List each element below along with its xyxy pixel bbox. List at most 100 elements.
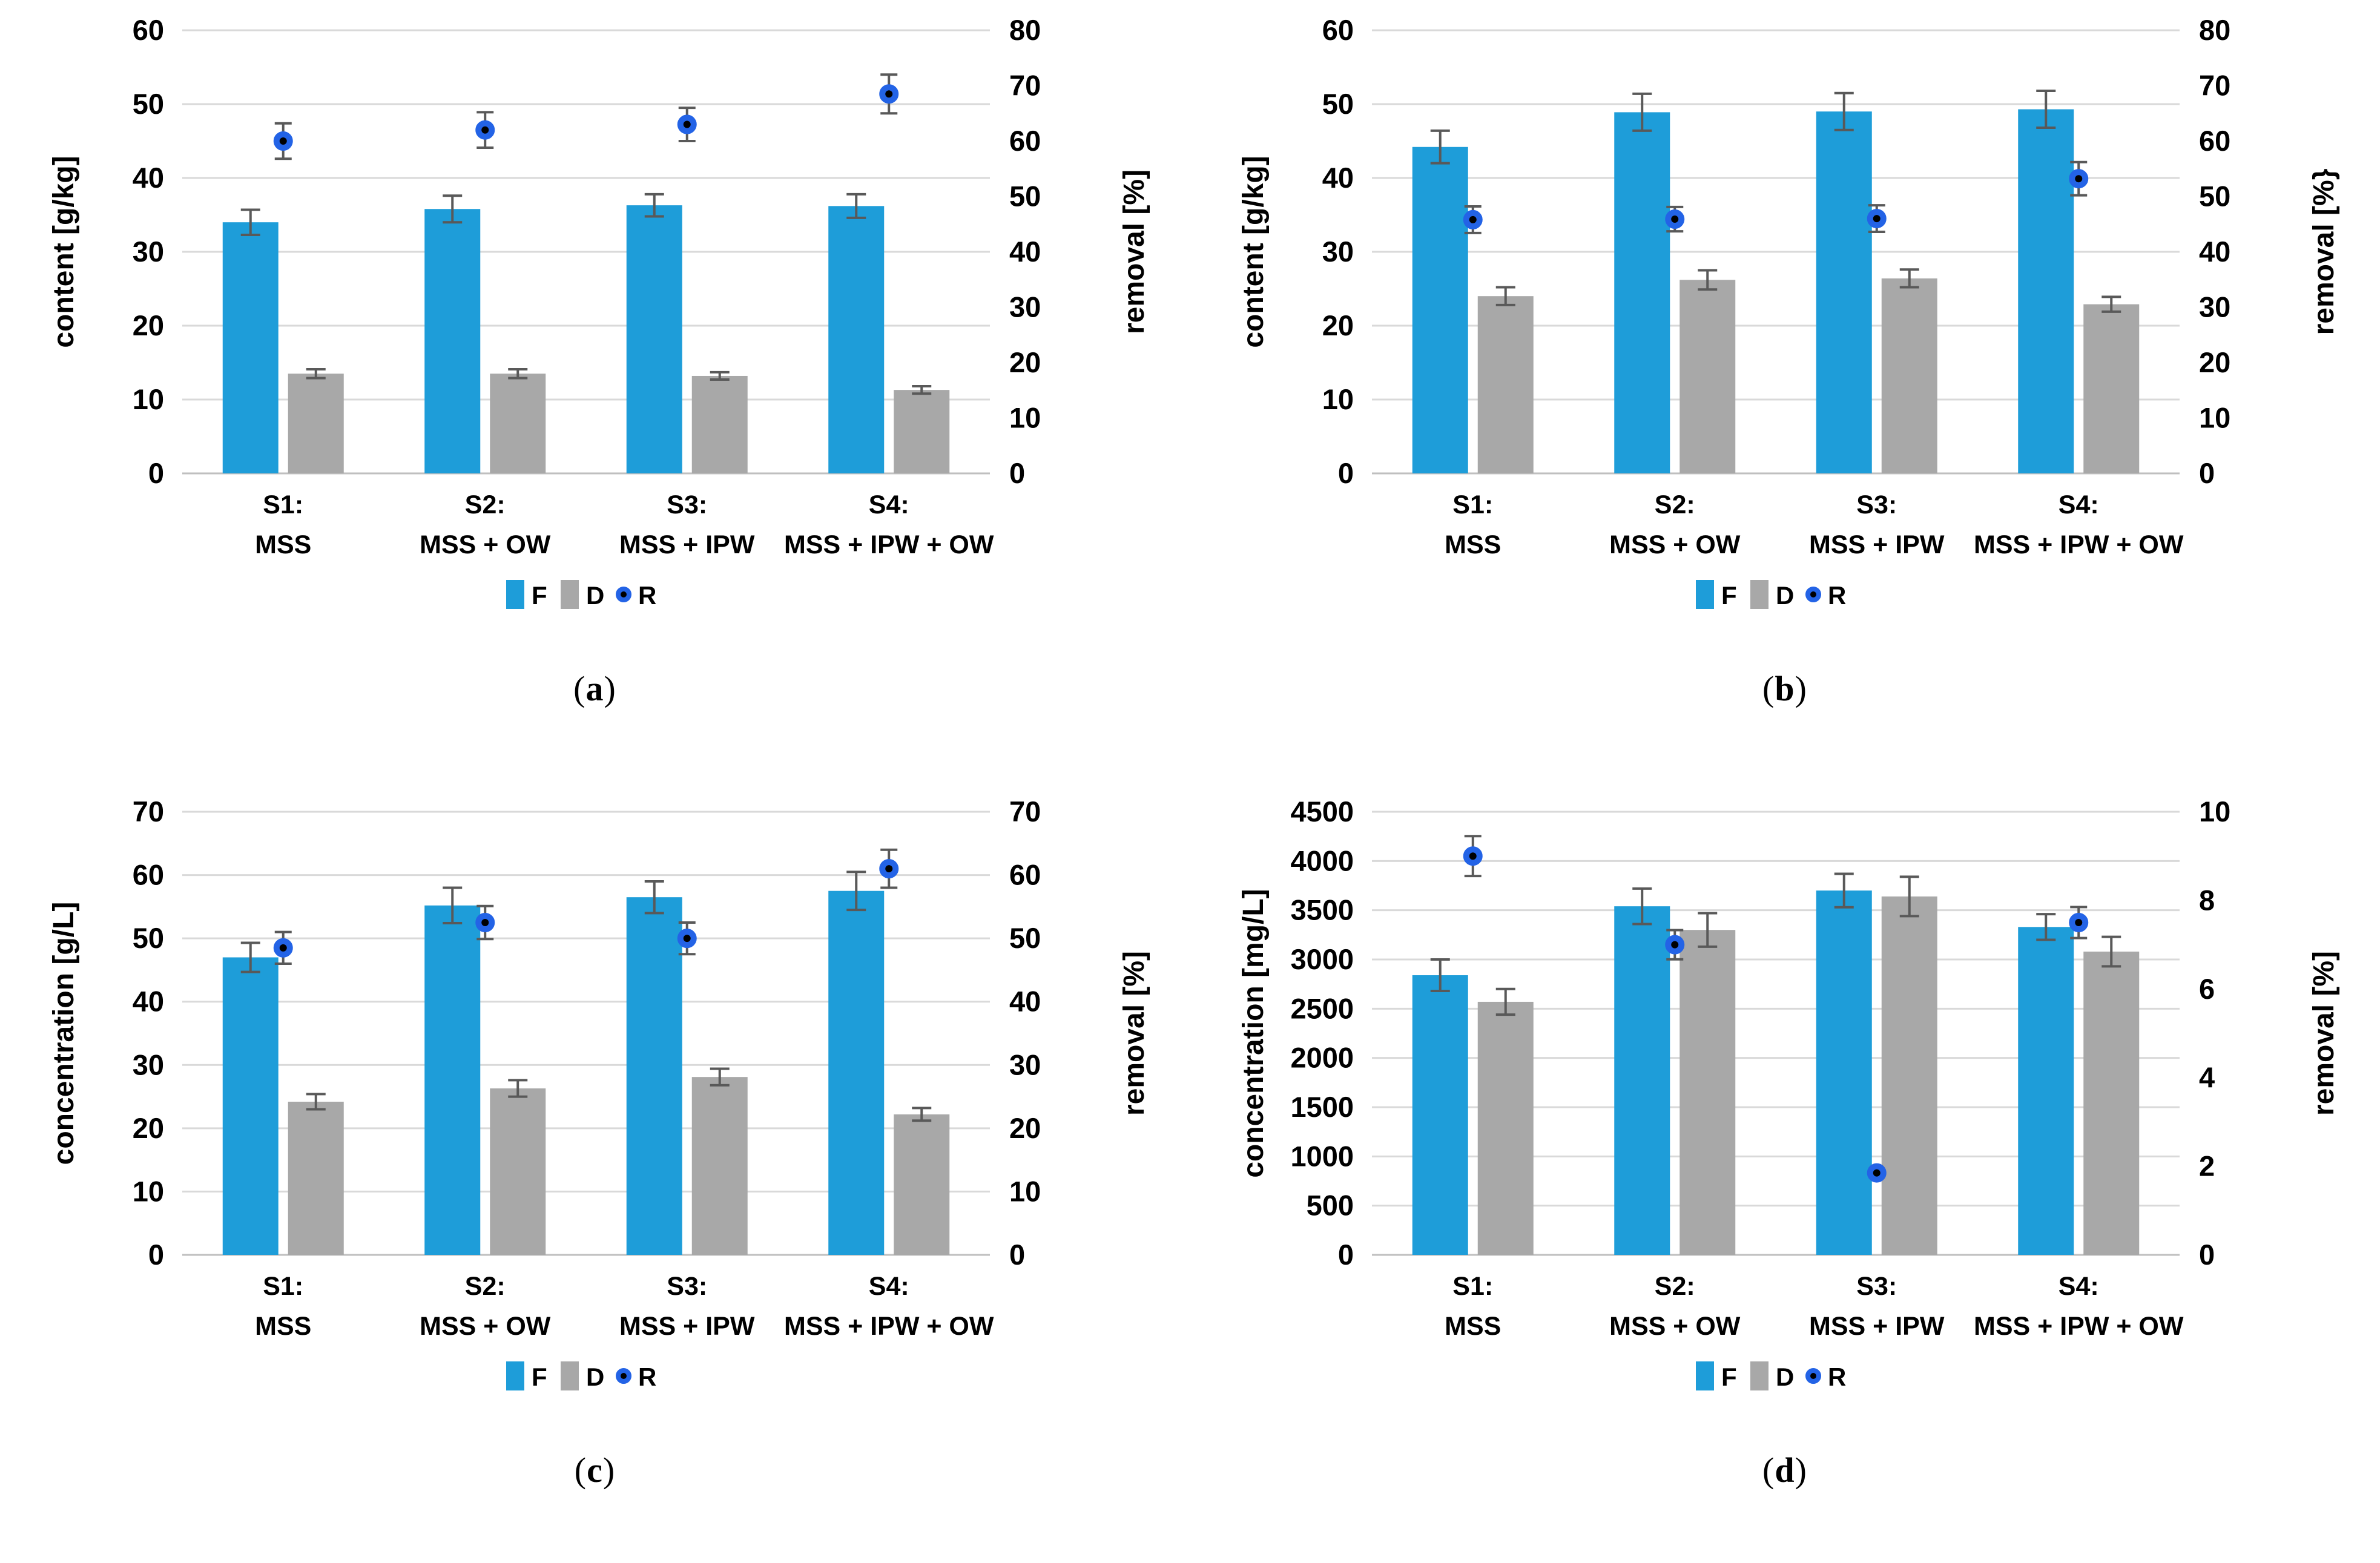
category-label-line2: MSS + IPW (619, 530, 755, 559)
marker-R-S4 (2069, 913, 2089, 932)
left-axis-tick-label: 10 (132, 1175, 163, 1207)
caption-open-paren: ( (573, 669, 586, 708)
bar-D-S1 (1477, 1001, 1534, 1255)
bar-D-S2 (489, 1088, 546, 1255)
legend-F-label: F (1721, 581, 1737, 610)
category-label-line2: MSS + OW (1609, 1312, 1741, 1341)
legend-R-marker-icon (1805, 587, 1821, 602)
caption-letter: d (1775, 1450, 1795, 1490)
left-axis-tick-label: 3500 (1290, 894, 1354, 926)
marker-R-S1 (1463, 209, 1483, 229)
left-axis-tick-label: 3000 (1290, 943, 1354, 975)
caption-open-paren: ( (1762, 669, 1775, 708)
left-axis-tick-label: 2000 (1290, 1042, 1354, 1074)
legend-R-label: R (638, 581, 656, 610)
error-bar-D (507, 1079, 527, 1098)
marker-R-S1 (273, 938, 293, 958)
legend-D-label: D (1776, 1363, 1794, 1391)
left-axis-tick-label: 20 (132, 309, 163, 341)
right-axis-tick-label: 50 (1009, 180, 1041, 212)
marker-R-S3 (1867, 1163, 1887, 1183)
category-label-line2: MSS + IPW + OW (1974, 530, 2184, 559)
error-bar-F (2036, 90, 2056, 130)
bar-D-S2 (1680, 280, 1736, 473)
bar-D-S2 (489, 373, 546, 473)
bar-D-S4 (893, 1114, 949, 1255)
bar-F-S4 (2018, 109, 2074, 474)
bar-F-S4 (828, 206, 884, 473)
left-axis-tick-label: 50 (1322, 88, 1354, 120)
left-axis-title: concentration [mg/L] (1238, 889, 1270, 1177)
left-axis-tick-label: 60 (132, 14, 163, 46)
category-label-line1: S4: (2059, 1272, 2099, 1301)
bar-F-S4 (828, 890, 884, 1255)
legend-F-label: F (1721, 1363, 1737, 1391)
error-bar-F (240, 208, 260, 236)
bar-F-S3 (626, 897, 682, 1255)
marker-R-S4 (878, 84, 898, 104)
category-label-line1: S3: (667, 490, 707, 519)
bar-F-S1 (222, 957, 279, 1255)
left-axis-tick-label: 10 (1322, 383, 1354, 415)
left-axis-tick-label: 1000 (1290, 1140, 1354, 1172)
category-label-line1: S1: (263, 490, 303, 519)
bar-F-S1 (1412, 146, 1468, 473)
left-axis-tick-label: 0 (148, 457, 163, 489)
left-axis-tick-label: 0 (1338, 457, 1354, 489)
error-bar-F (846, 192, 866, 219)
chart-b: 0 10 20 30 40 50 60 0 10 20 30 40 50 60 70 80 content [g… (1216, 2, 2354, 656)
caption-letter: a (585, 669, 604, 708)
caption-letter: b (1775, 669, 1795, 708)
panel-b-caption: (b) (1762, 668, 1807, 709)
legend-F-swatch-icon (1696, 1361, 1714, 1390)
category-label-line2: MSS + IPW + OW (784, 1312, 994, 1341)
error-bar-F (644, 192, 664, 218)
left-axis-tick-label: 30 (132, 1048, 163, 1081)
category-label-line2: MSS + OW (420, 530, 551, 559)
right-axis-tick-label: 20 (2199, 346, 2230, 378)
bar-D-S1 (1477, 296, 1534, 473)
category-label-line2: MSS (1445, 1312, 1501, 1341)
error-bar-F (644, 880, 664, 915)
left-axis-tick-label: 500 (1307, 1190, 1354, 1222)
right-axis-tick-label: 2 (2199, 1150, 2215, 1182)
category-label-line2: MSS (1445, 530, 1501, 559)
legend-D-label: D (1776, 581, 1794, 610)
error-bar-F (1430, 129, 1450, 165)
category-label-line2: MSS + IPW + OW (784, 530, 994, 559)
right-axis-tick-label: 40 (2199, 235, 2230, 268)
error-bar-F (2036, 913, 2056, 941)
legend-D-label: D (586, 1363, 604, 1391)
error-bar-F (1834, 872, 1854, 909)
panel-c-caption: (c) (575, 1450, 615, 1490)
left-axis-tick-label: 40 (132, 986, 163, 1018)
right-axis-title: removal [%] (2308, 951, 2340, 1116)
left-axis-title: content [g/kg] (48, 156, 80, 347)
right-axis-tick-label: 30 (1009, 1048, 1041, 1081)
right-axis-title: removal [%] (1118, 951, 1150, 1116)
bar-D-S3 (691, 1077, 748, 1255)
left-axis-tick-label: 0 (148, 1239, 163, 1271)
marker-R-S2 (475, 120, 495, 140)
category-label-line1: S4: (2059, 490, 2099, 519)
category-label-line1: S4: (868, 1272, 909, 1301)
category-label-line2: MSS + IPW (1809, 530, 1945, 559)
legend-R-marker-icon (615, 1368, 631, 1384)
marker-R-S3 (1867, 209, 1887, 229)
legend-D-label: D (586, 581, 604, 610)
right-axis-title: removal [%] (1118, 169, 1150, 334)
chart-svg-b: 0 10 20 30 40 50 60 0 10 20 30 40 50 60 70 80 content [g… (1238, 14, 2340, 610)
left-axis-title: concentration [g/L] (48, 902, 80, 1165)
left-axis-tick-label: 10 (132, 383, 163, 415)
bar-D-S1 (288, 1101, 344, 1255)
right-axis-tick-label: 10 (2199, 402, 2230, 434)
error-bar-F (240, 941, 260, 973)
category-label-line2: MSS (255, 1312, 311, 1341)
left-axis-tick-label: 60 (132, 859, 163, 891)
bar-F-S3 (1816, 890, 1872, 1255)
left-axis-tick-label: 30 (1322, 235, 1354, 268)
caption-letter: c (587, 1450, 603, 1490)
legend-R-label: R (1828, 581, 1846, 610)
marker-R-S4 (878, 859, 898, 879)
error-bar-D (710, 1067, 730, 1087)
